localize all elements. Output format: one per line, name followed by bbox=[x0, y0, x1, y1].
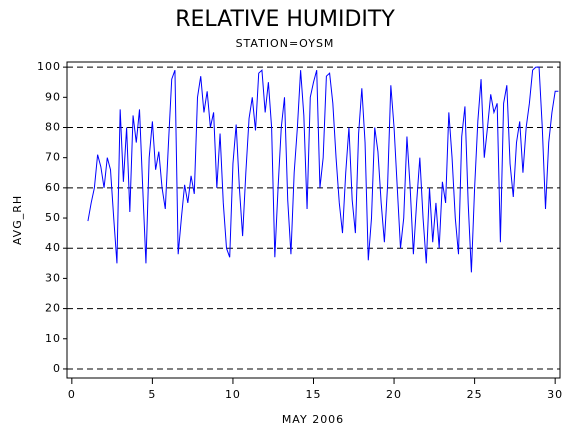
y-tick-label: 40 bbox=[45, 241, 61, 254]
plot-frame bbox=[66, 61, 561, 379]
y-axis-label: AVG_RH bbox=[11, 195, 24, 245]
x-tick-label: 30 bbox=[547, 388, 563, 401]
y-tick-label: 0 bbox=[53, 362, 61, 375]
chart-title: RELATIVE HUMIDITY bbox=[175, 7, 395, 32]
x-tick-label: 10 bbox=[225, 388, 241, 401]
y-tick-label: 10 bbox=[45, 332, 61, 345]
y-tick-label: 80 bbox=[45, 120, 61, 133]
chart-subtitle: STATION=OYSM bbox=[236, 37, 335, 50]
x-tick-label: 0 bbox=[68, 388, 76, 401]
x-tick-label: 25 bbox=[467, 388, 483, 401]
y-tick-label: 50 bbox=[45, 211, 61, 224]
y-tick-label: 100 bbox=[37, 60, 61, 73]
y-tick-label: 30 bbox=[45, 271, 61, 284]
y-tick-label: 70 bbox=[45, 151, 61, 164]
x-tick-label: 5 bbox=[148, 388, 156, 401]
data-line bbox=[87, 66, 559, 273]
y-tick-label: 90 bbox=[45, 90, 61, 103]
x-tick-label: 15 bbox=[306, 388, 322, 401]
y-tick-label: 60 bbox=[45, 181, 61, 194]
y-tick-label: 20 bbox=[45, 302, 61, 315]
x-tick-label: 20 bbox=[386, 388, 402, 401]
x-axis-label: MAY 2006 bbox=[282, 413, 344, 426]
